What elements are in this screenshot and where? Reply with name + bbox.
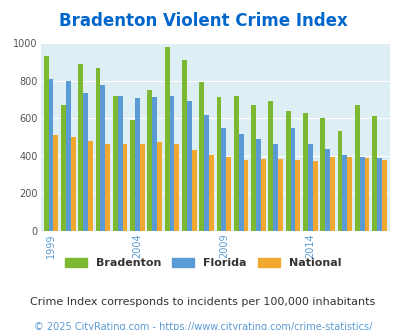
Bar: [341, 155, 346, 231]
Bar: [324, 149, 329, 231]
Bar: [169, 96, 174, 231]
Bar: [204, 115, 209, 231]
Bar: [66, 81, 70, 231]
Bar: [238, 134, 243, 231]
Bar: [376, 158, 381, 231]
Bar: [260, 159, 265, 231]
Bar: [243, 160, 248, 231]
Bar: [364, 158, 369, 231]
Bar: [100, 85, 105, 231]
Bar: [216, 97, 221, 231]
Text: © 2025 CityRating.com - https://www.cityrating.com/crime-statistics/: © 2025 CityRating.com - https://www.city…: [34, 322, 371, 330]
Bar: [346, 157, 351, 231]
Bar: [78, 64, 83, 231]
Bar: [359, 157, 364, 231]
Bar: [147, 90, 152, 231]
Bar: [105, 144, 110, 231]
Bar: [255, 139, 260, 231]
Bar: [44, 56, 49, 231]
Bar: [157, 142, 162, 231]
Bar: [83, 93, 88, 231]
Bar: [312, 161, 317, 231]
Bar: [152, 96, 157, 231]
Bar: [130, 120, 134, 231]
Bar: [122, 144, 127, 231]
Bar: [290, 128, 295, 231]
Bar: [49, 79, 53, 231]
Text: Bradenton Violent Crime Index: Bradenton Violent Crime Index: [58, 12, 347, 30]
Bar: [285, 111, 290, 231]
Bar: [233, 96, 238, 231]
Bar: [181, 60, 186, 231]
Bar: [199, 82, 204, 231]
Bar: [164, 47, 169, 231]
Bar: [186, 101, 191, 231]
Bar: [226, 157, 230, 231]
Bar: [354, 105, 359, 231]
Bar: [381, 159, 386, 231]
Bar: [320, 118, 324, 231]
Bar: [337, 131, 341, 231]
Bar: [95, 68, 100, 231]
Bar: [307, 144, 312, 231]
Bar: [221, 128, 226, 231]
Bar: [53, 135, 58, 231]
Bar: [134, 98, 139, 231]
Legend: Bradenton, Florida, National: Bradenton, Florida, National: [61, 254, 344, 272]
Bar: [371, 116, 376, 231]
Bar: [268, 101, 273, 231]
Bar: [209, 155, 213, 231]
Bar: [302, 114, 307, 231]
Bar: [174, 145, 179, 231]
Bar: [113, 96, 117, 231]
Bar: [295, 159, 299, 231]
Bar: [61, 105, 66, 231]
Bar: [251, 105, 255, 231]
Bar: [277, 159, 282, 231]
Bar: [191, 150, 196, 231]
Bar: [88, 141, 93, 231]
Bar: [117, 96, 122, 231]
Bar: [70, 137, 75, 231]
Bar: [273, 145, 277, 231]
Bar: [139, 144, 144, 231]
Text: Crime Index corresponds to incidents per 100,000 inhabitants: Crime Index corresponds to incidents per…: [30, 297, 375, 307]
Bar: [329, 157, 334, 231]
